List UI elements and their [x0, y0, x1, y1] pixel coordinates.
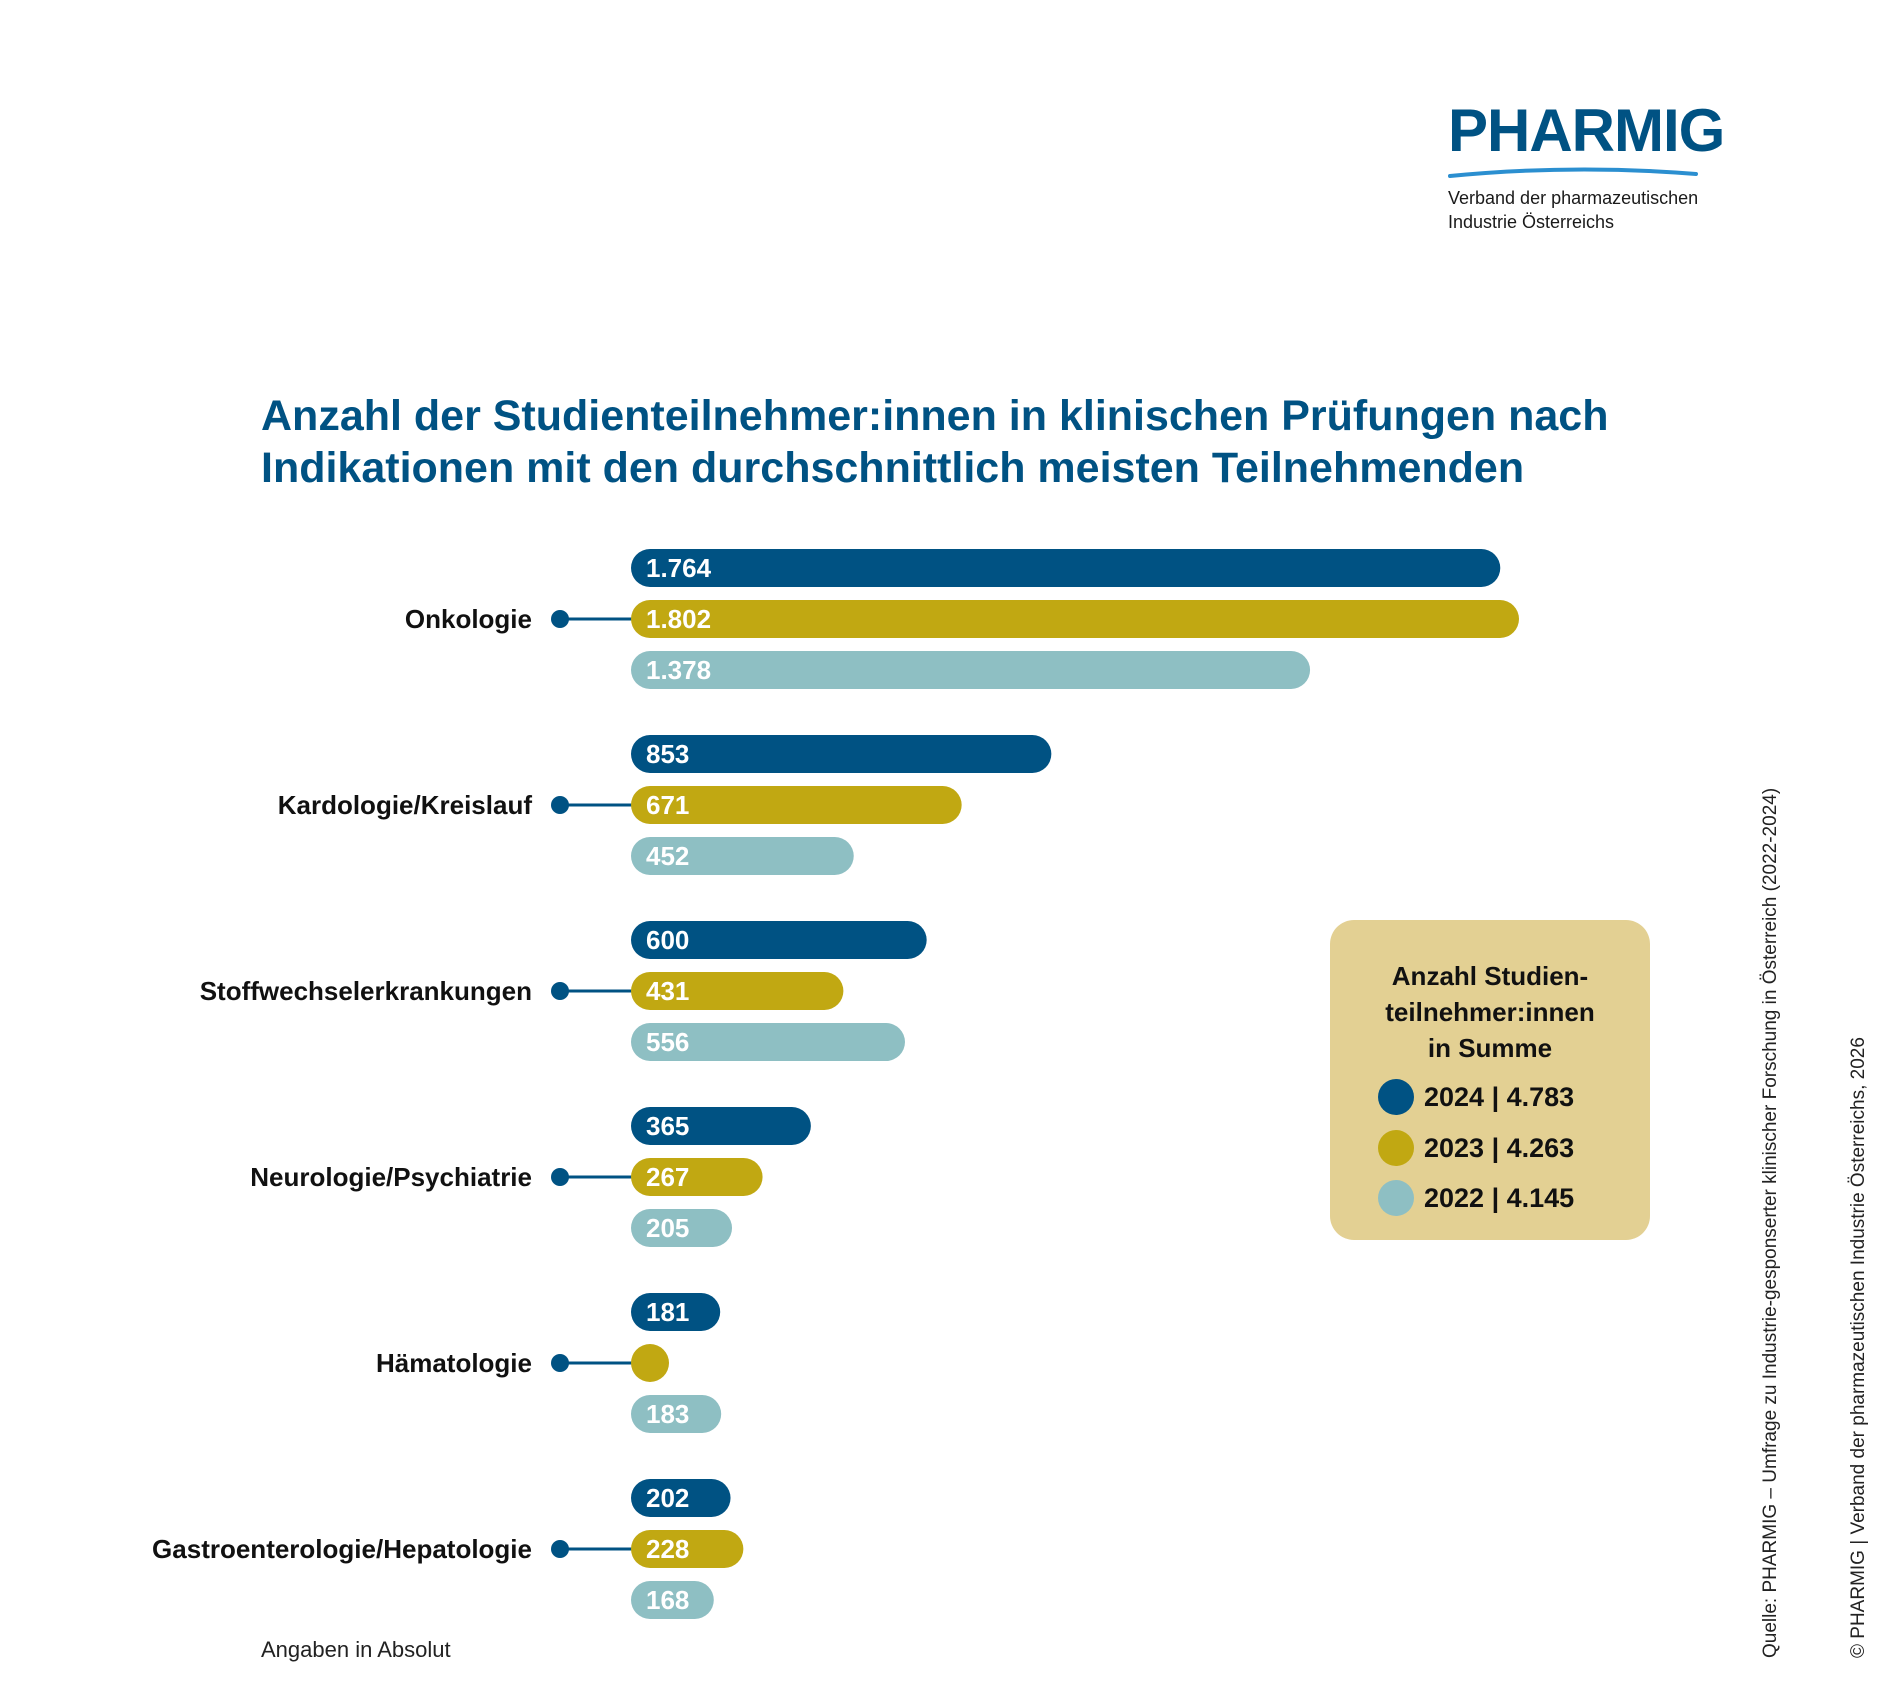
logo-wordmark: PHARMIG — [1448, 97, 1725, 164]
connector-dot-kardologie-kreislauf — [551, 796, 569, 814]
legend-dot-2024 — [1378, 1079, 1414, 1115]
bar-h-matologie-2023 — [631, 1344, 669, 1382]
chart-title: Anzahl der Studienteilnehmer:innen in kl… — [261, 392, 1609, 492]
bar-value-stoffwechselerkrankungen-2023: 431 — [646, 976, 689, 1006]
bar-stoffwechselerkrankungen-2023 — [631, 972, 844, 1010]
bar-value-gastroenterologie-hepatologie-2024: 202 — [646, 1483, 689, 1513]
logo-swoosh-icon — [1448, 167, 1698, 178]
bar-gastroenterologie-hepatologie-2022 — [631, 1581, 714, 1619]
bar-value-h-matologie-2024: 181 — [646, 1297, 689, 1327]
bar-gastroenterologie-hepatologie-2024 — [631, 1479, 731, 1517]
bar-onkologie-2022 — [631, 651, 1311, 689]
legend-item-2024: 2024 | 4.783 — [1378, 1078, 1574, 1116]
category-label-stoffwechselerkrankungen: Stoffwechselerkrankungen — [200, 976, 532, 1006]
bar-value-kardologie-kreislauf-2022: 452 — [646, 841, 689, 871]
legend-dot-2022 — [1378, 1180, 1414, 1216]
bar-value-onkologie-2023: 1.802 — [646, 604, 711, 634]
category-label-h-matologie: Hämatologie — [376, 1348, 532, 1378]
legend-label-2023: 2023 | 4.263 — [1424, 1132, 1575, 1163]
bar-neurologie-psychiatrie-2023 — [631, 1158, 763, 1196]
category-label-neurologie-psychiatrie: Neurologie/Psychiatrie — [250, 1162, 532, 1192]
legend-dot-2023 — [1378, 1130, 1414, 1166]
bar-value-stoffwechselerkrankungen-2022: 556 — [646, 1027, 689, 1057]
bar-kardologie-kreislauf-2024 — [631, 735, 1052, 773]
bar-onkologie-2023 — [631, 600, 1519, 638]
category-label-gastroenterologie-hepatologie: Gastroenterologie/Hepatologie — [152, 1534, 532, 1564]
bar-gastroenterologie-hepatologie-2023 — [631, 1530, 744, 1568]
logo-subtitle: Verband der pharmazeutischen Industrie Ö… — [1448, 186, 1708, 234]
bar-h-matologie-2024 — [631, 1293, 721, 1331]
legend-label-2022: 2022 | 4.145 — [1424, 1182, 1575, 1213]
pharmig-logo: PHARMIG Verband der pharmazeutischen Ind… — [1448, 97, 1725, 234]
connector-dot-neurologie-psychiatrie — [551, 1168, 569, 1186]
bar-neurologie-psychiatrie-2022 — [631, 1209, 733, 1247]
bar-value-neurologie-psychiatrie-2022: 205 — [646, 1213, 689, 1243]
bar-value-stoffwechselerkrankungen-2024: 600 — [646, 925, 689, 955]
category-label-kardologie-kreislauf: Kardologie/Kreislauf — [278, 790, 533, 820]
bar-onkologie-2024 — [631, 549, 1501, 587]
logo-subtitle-line2: Industrie Österreichs — [1448, 212, 1615, 232]
bar-kardologie-kreislauf-2023 — [631, 786, 962, 824]
bar-value-onkologie-2024: 1.764 — [646, 553, 712, 583]
legend: Anzahl Studien- teilnehmer:innen in Summ… — [1330, 920, 1650, 1240]
bar-value-kardologie-kreislauf-2024: 853 — [646, 739, 689, 769]
bar-value-kardologie-kreislauf-2023: 671 — [646, 790, 689, 820]
copyright-note: © PHARMIG | Verband der pharmazeutischen… — [1848, 1037, 1869, 1658]
connector-dot-h-matologie — [551, 1354, 569, 1372]
bar-value-gastroenterologie-hepatologie-2022: 168 — [646, 1585, 689, 1615]
legend-title-line2: teilnehmer:innen — [1385, 997, 1595, 1027]
bar-value-onkologie-2022: 1.378 — [646, 655, 711, 685]
connector-dot-stoffwechselerkrankungen — [551, 982, 569, 1000]
category-label-onkologie: Onkologie — [405, 604, 532, 634]
legend-title: Anzahl Studien- teilnehmer:innen in Summ… — [1330, 958, 1650, 1066]
legend-item-2022: 2022 | 4.145 — [1378, 1179, 1574, 1217]
unit-note: Angaben in Absolut — [261, 1637, 451, 1662]
bar-value-neurologie-psychiatrie-2023: 267 — [646, 1162, 689, 1192]
legend-title-line1: Anzahl Studien- — [1391, 961, 1589, 991]
legend-item-2023: 2023 | 4.263 — [1378, 1129, 1574, 1167]
bar-stoffwechselerkrankungen-2022 — [631, 1023, 905, 1061]
bar-h-matologie-2022 — [631, 1395, 722, 1433]
bar-stoffwechselerkrankungen-2024 — [631, 921, 927, 959]
logo-subtitle-line1: Verband der pharmazeutischen — [1448, 188, 1699, 208]
bar-value-neurologie-psychiatrie-2024: 365 — [646, 1111, 689, 1141]
bar-kardologie-kreislauf-2022 — [631, 837, 854, 875]
source-note: Quelle: PHARMIG – Umfrage zu Industrie-g… — [1760, 787, 1781, 1658]
connector-dot-onkologie — [551, 610, 569, 628]
bar-value-h-matologie-2023: 75 — [682, 1348, 711, 1378]
bar-neurologie-psychiatrie-2024 — [631, 1107, 811, 1145]
legend-label-2024: 2024 | 4.783 — [1424, 1081, 1575, 1112]
legend-title-line3: in Summe — [1427, 1033, 1553, 1063]
bar-value-gastroenterologie-hepatologie-2023: 228 — [646, 1534, 689, 1564]
bar-value-h-matologie-2022: 183 — [646, 1399, 689, 1429]
connector-dot-gastroenterologie-hepatologie — [551, 1540, 569, 1558]
